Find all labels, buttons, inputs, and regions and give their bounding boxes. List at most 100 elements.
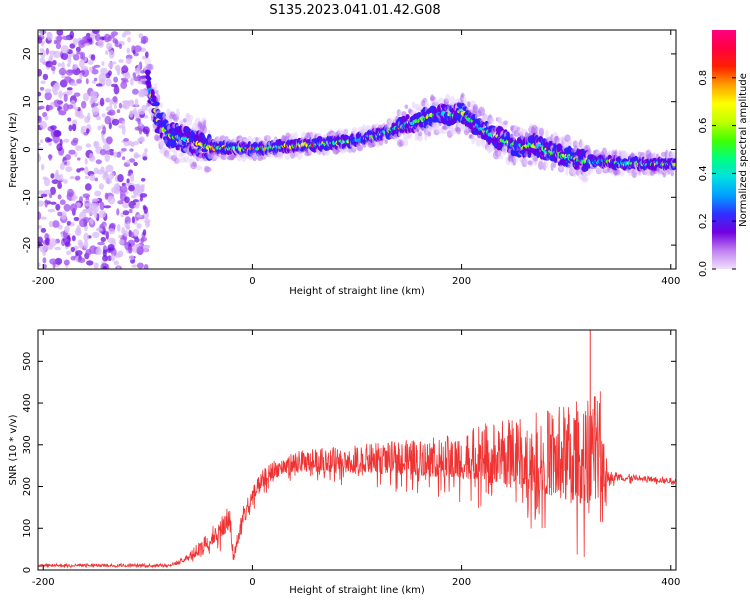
- noise-blob: [128, 246, 133, 254]
- y-tick-label: -10: [22, 189, 33, 205]
- noise-blob: [120, 212, 124, 218]
- noise-blob: [38, 211, 42, 221]
- noise-blob: [133, 204, 140, 209]
- noise-blob: [46, 31, 53, 41]
- noise-blob: [103, 205, 112, 209]
- noise-blob: [66, 63, 71, 68]
- noise-blob: [48, 50, 57, 55]
- noise-blob: [103, 33, 111, 43]
- noise-blob: [70, 139, 78, 146]
- halo-blob: [429, 96, 436, 101]
- noise-blob: [116, 109, 121, 114]
- noise-blob: [119, 185, 128, 193]
- ridge-blob: [145, 69, 151, 77]
- noise-blob: [76, 225, 81, 234]
- noise-blob: [75, 250, 83, 256]
- noise-blob: [89, 174, 96, 182]
- halo-blob: [356, 144, 364, 152]
- noise-blob: [113, 85, 120, 95]
- halo-blob: [204, 166, 212, 173]
- noise-blob: [77, 257, 86, 264]
- halo-blob: [489, 117, 495, 125]
- noise-blob: [79, 72, 83, 80]
- noise-blob: [63, 203, 71, 212]
- noise-blob: [95, 83, 103, 87]
- noise-blob: [93, 141, 98, 146]
- noise-blob: [84, 158, 88, 165]
- noise-blob: [108, 49, 115, 59]
- noise-blob: [116, 266, 121, 269]
- noise-blob: [50, 65, 56, 71]
- noise-blob: [89, 245, 97, 255]
- noise-blob: [129, 148, 134, 152]
- noise-blob: [145, 221, 150, 228]
- noise-blob: [63, 161, 68, 165]
- halo-blob: [417, 131, 423, 137]
- halo-blob: [404, 104, 409, 109]
- noise-blob: [128, 184, 135, 192]
- noise-blob: [49, 258, 57, 265]
- x-tick-label: 0: [249, 577, 255, 588]
- noise-blob: [95, 159, 103, 165]
- noise-blob: [64, 241, 71, 247]
- noise-blob: [97, 241, 105, 246]
- noise-blob: [87, 59, 94, 65]
- noise-blob: [112, 96, 118, 103]
- halo-blob: [155, 90, 159, 95]
- noise-blob: [76, 78, 82, 84]
- noise-blob: [140, 89, 149, 95]
- noise-blob: [124, 216, 131, 225]
- noise-blob: [140, 70, 145, 74]
- noise-blob: [117, 250, 124, 258]
- noise-blob: [85, 143, 92, 148]
- noise-blob: [102, 249, 107, 257]
- noise-blob: [121, 103, 128, 109]
- noise-blob: [92, 231, 100, 238]
- noise-blob: [142, 156, 148, 161]
- noise-blob: [104, 192, 109, 200]
- noise-blob: [39, 57, 46, 63]
- noise-blob: [117, 224, 121, 232]
- noise-blob: [109, 99, 113, 108]
- noise-blob: [97, 39, 104, 48]
- noise-blob: [50, 201, 57, 205]
- noise-blob: [139, 75, 147, 79]
- noise-blob: [113, 151, 118, 158]
- halo-blob: [522, 156, 529, 165]
- noise-blob: [98, 210, 107, 219]
- noise-blob: [113, 76, 118, 83]
- noise-blob: [54, 257, 63, 265]
- noise-blob: [39, 48, 44, 52]
- halo-blob: [175, 108, 180, 118]
- noise-blob: [100, 166, 105, 173]
- noise-blob: [63, 93, 68, 102]
- noise-blob: [131, 264, 138, 268]
- noise-blob: [46, 138, 53, 142]
- noise-blob: [84, 43, 91, 47]
- noise-blob: [38, 262, 41, 268]
- noise-blob: [51, 85, 56, 93]
- noise-blob: [42, 73, 49, 81]
- noise-blob: [130, 232, 135, 238]
- noise-blob: [133, 154, 142, 158]
- noise-blob: [89, 218, 94, 225]
- noise-blob: [140, 177, 146, 182]
- noise-blob: [57, 181, 62, 190]
- noise-blob: [64, 225, 70, 234]
- halo-blob: [147, 63, 154, 71]
- snr-x-label: Height of straight line (km): [289, 585, 425, 596]
- noise-blob: [110, 83, 118, 88]
- noise-blob: [116, 151, 122, 158]
- noise-blob: [92, 30, 100, 34]
- halo-blob: [195, 165, 203, 171]
- halo-blob: [173, 149, 178, 157]
- noise-blob: [87, 37, 93, 42]
- x-tick-label: -200: [32, 276, 55, 287]
- noise-blob: [54, 246, 61, 251]
- noise-blob: [110, 254, 116, 262]
- noise-blob: [57, 211, 63, 217]
- noise-blob: [56, 30, 64, 36]
- noise-blob: [90, 54, 96, 61]
- x-tick-label: 400: [661, 577, 680, 588]
- noise-blob: [78, 59, 85, 68]
